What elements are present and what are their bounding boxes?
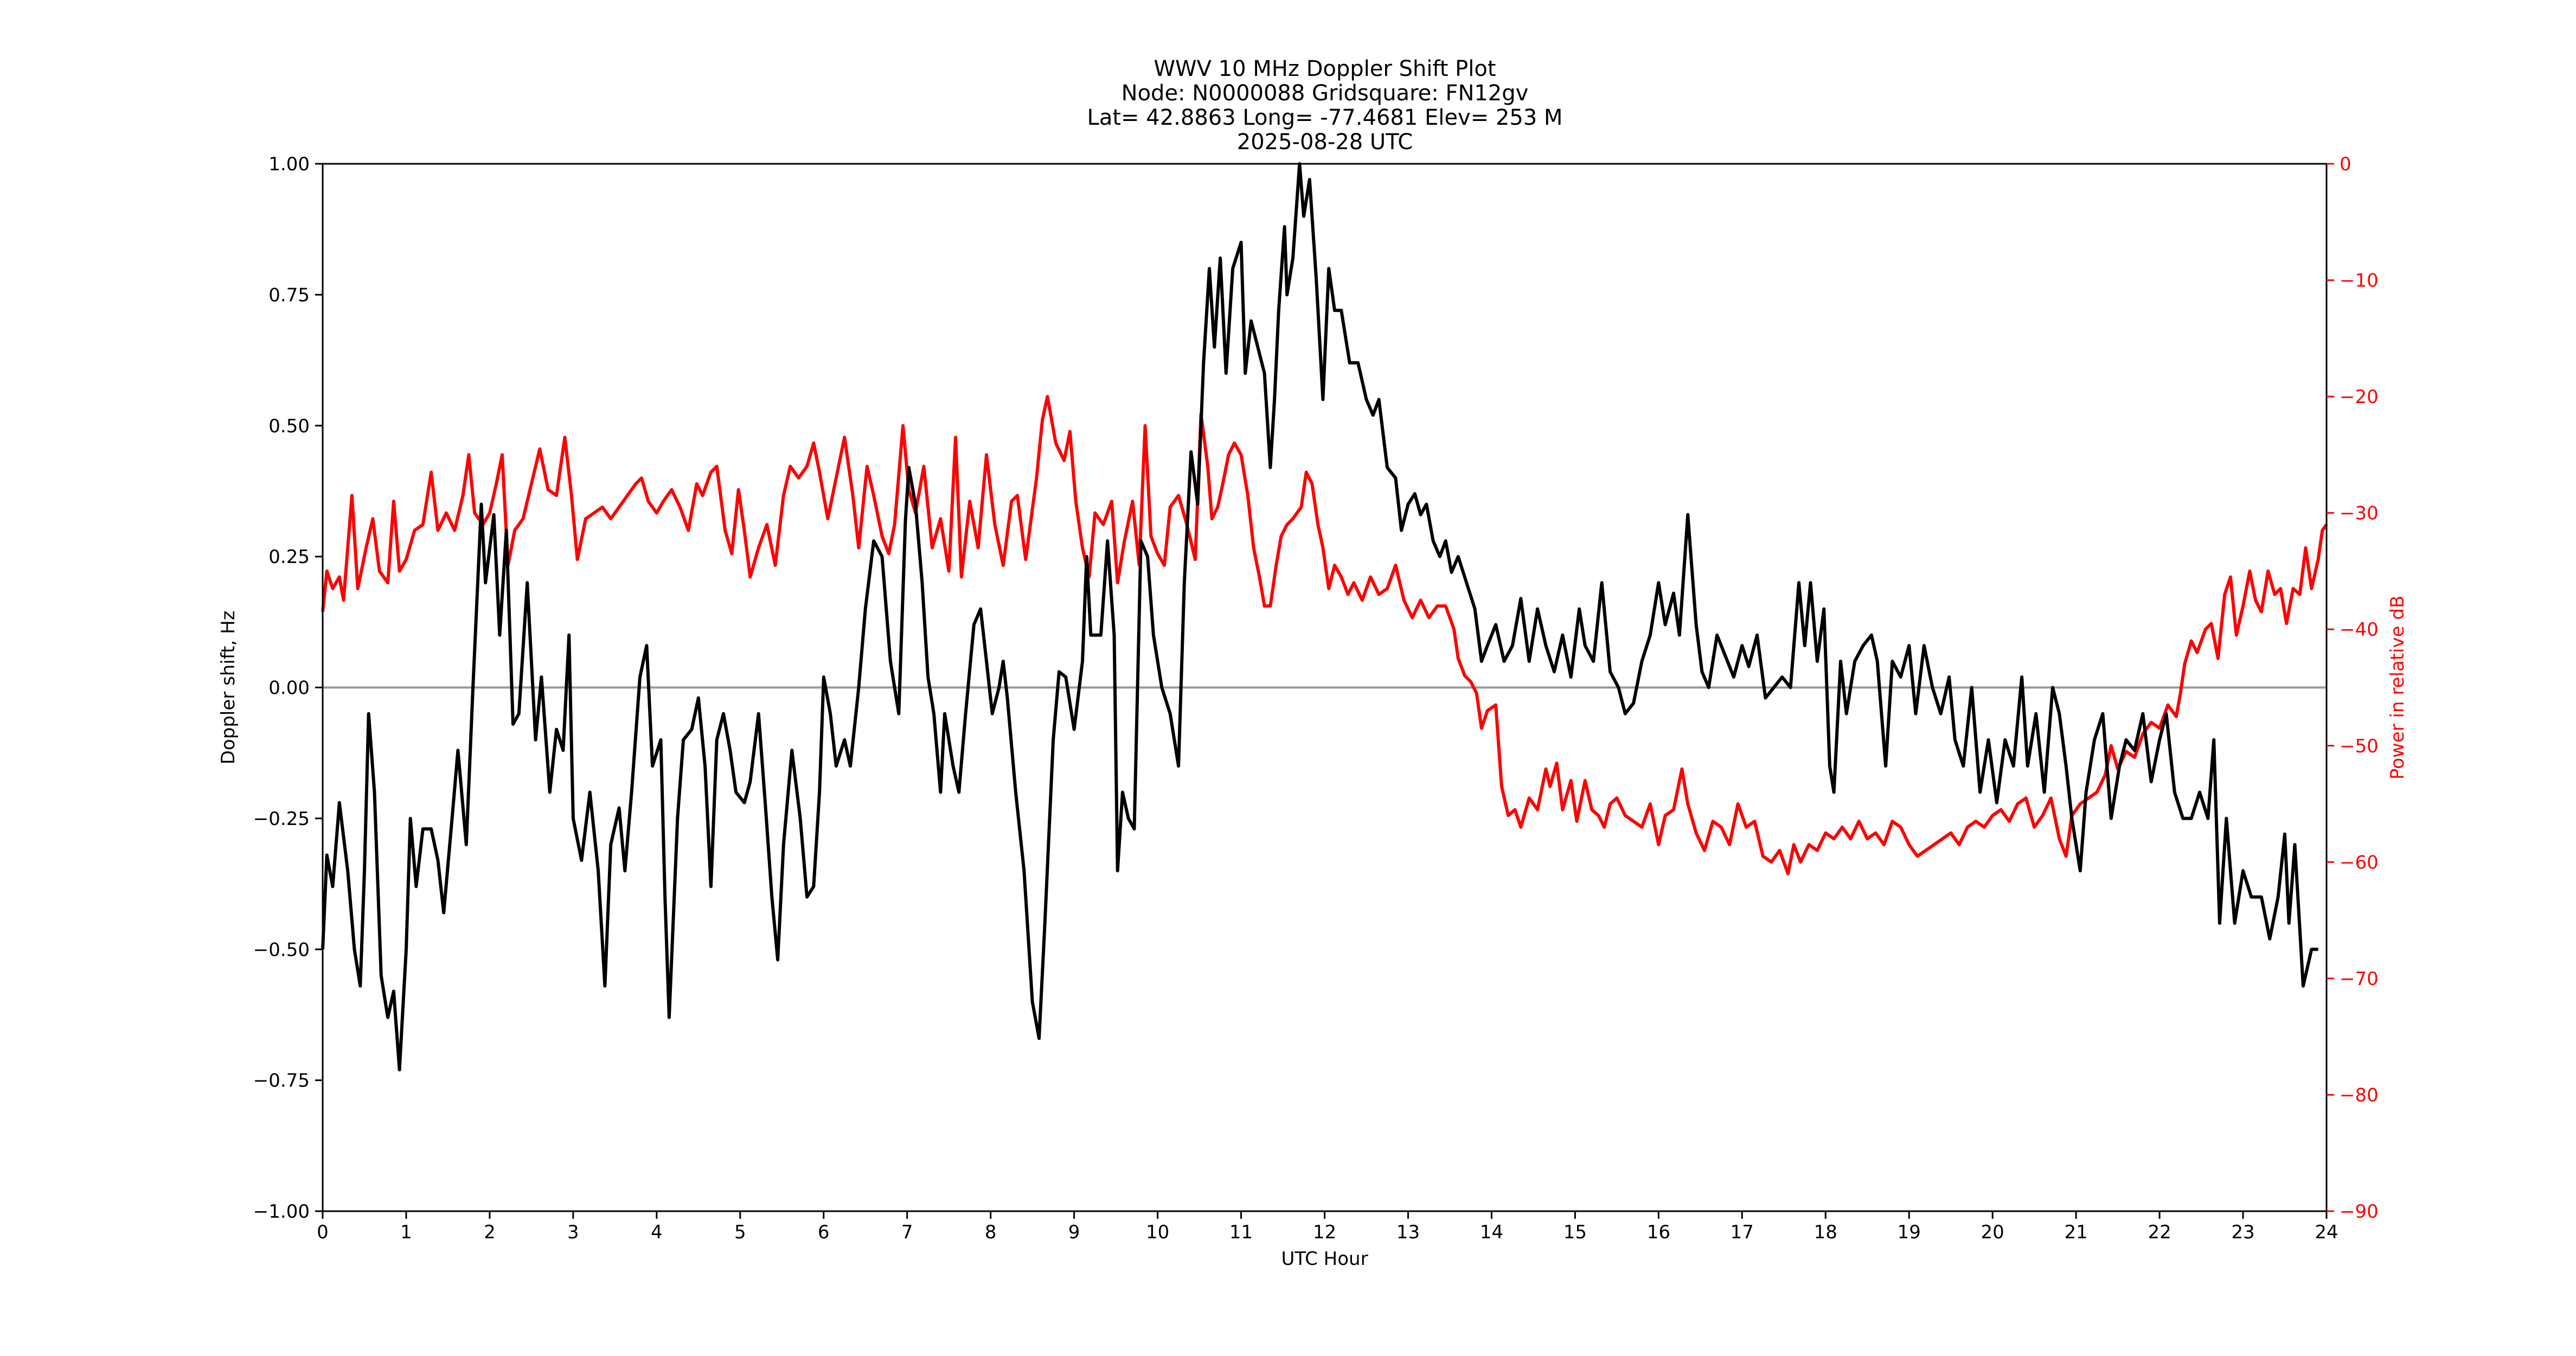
- x-tick-label: 12: [1313, 1221, 1336, 1243]
- x-tick-label: 2: [484, 1221, 496, 1243]
- y-axis-right: −90 −80 −70 −60 −50 −40 −30 −20 −10 0: [2327, 153, 2379, 1223]
- x-tick-label: 20: [1981, 1221, 2004, 1243]
- x-tick-label: 18: [1814, 1221, 1837, 1243]
- x-tick-label: 23: [2231, 1221, 2254, 1243]
- title-line-0: WWV 10 MHz Doppler Shift Plot: [1154, 56, 1496, 81]
- y2-tick-label: −60: [2340, 852, 2379, 873]
- x-axis: 0 1 2 3 4 5 6 7 8 9 10 11 12 13 14 15 16 17 18 19 20 21 22 23 24: [317, 1211, 2338, 1243]
- y-tick-label: 1.00: [268, 153, 310, 175]
- y-tick-label: −1.00: [253, 1201, 310, 1223]
- x-tick-label: 21: [2064, 1221, 2087, 1243]
- x-tick-label: 10: [1146, 1221, 1169, 1243]
- x-axis-label: UTC Hour: [1281, 1248, 1368, 1270]
- x-tick-label: 24: [2315, 1221, 2338, 1243]
- x-tick-label: 14: [1480, 1221, 1503, 1243]
- x-tick-label: 22: [2148, 1221, 2171, 1243]
- y-axis-left: −1.00 −0.75 −0.50 −0.25 0.00 0.25 0.50 0.75 1.00: [253, 153, 323, 1223]
- doppler-series-line: [321, 162, 2318, 1072]
- x-tick-label: 15: [1563, 1221, 1587, 1243]
- x-tick-label: 8: [985, 1221, 997, 1243]
- x-tick-label: 17: [1731, 1221, 1754, 1243]
- x-tick-label: 0: [317, 1221, 329, 1243]
- y-tick-label: 0.50: [268, 415, 310, 437]
- y-tick-label: 0.75: [268, 284, 310, 306]
- x-tick-label: 9: [1068, 1221, 1080, 1243]
- y2-tick-label: −30: [2340, 503, 2379, 525]
- x-tick-label: 13: [1396, 1221, 1420, 1243]
- x-tick-label: 4: [651, 1221, 663, 1243]
- x-tick-label: 6: [818, 1221, 830, 1243]
- x-tick-label: 16: [1647, 1221, 1670, 1243]
- x-tick-label: 3: [567, 1221, 579, 1243]
- plot-area: [321, 162, 2328, 1212]
- y2-tick-label: −20: [2340, 386, 2379, 408]
- y2-tick-label: −50: [2340, 735, 2379, 757]
- y-tick-label: 0.25: [268, 546, 310, 568]
- title-line-2: Lat= 42.8863 Long= -77.4681 Elev= 253 M: [1087, 105, 1563, 130]
- x-tick-label: 11: [1229, 1221, 1253, 1243]
- x-tick-label: 5: [734, 1221, 746, 1243]
- y2-tick-label: −10: [2340, 270, 2379, 292]
- power-series-line: [321, 395, 2328, 875]
- y2-tick-label: −40: [2340, 619, 2379, 641]
- y-tick-label: −0.50: [253, 939, 310, 961]
- x-tick-label: 7: [901, 1221, 913, 1243]
- y-tick-label: 0.00: [268, 677, 310, 699]
- x-tick-label: 1: [400, 1221, 412, 1243]
- title-line-1: Node: N0000088 Gridsquare: FN12gv: [1122, 81, 1529, 106]
- y2-axis-label: Power in relative dB: [2387, 596, 2408, 779]
- y2-tick-label: 0: [2340, 153, 2351, 175]
- y-tick-label: −0.25: [253, 808, 310, 830]
- y-tick-label: −0.75: [253, 1070, 310, 1092]
- y2-tick-label: −70: [2340, 968, 2379, 990]
- y2-tick-label: −80: [2340, 1084, 2379, 1106]
- x-tick-label: 19: [1898, 1221, 1921, 1243]
- title-line-3: 2025-08-28 UTC: [1237, 130, 1413, 155]
- y2-tick-label: −90: [2340, 1201, 2379, 1223]
- y-axis-label: Doppler shift, Hz: [217, 611, 239, 765]
